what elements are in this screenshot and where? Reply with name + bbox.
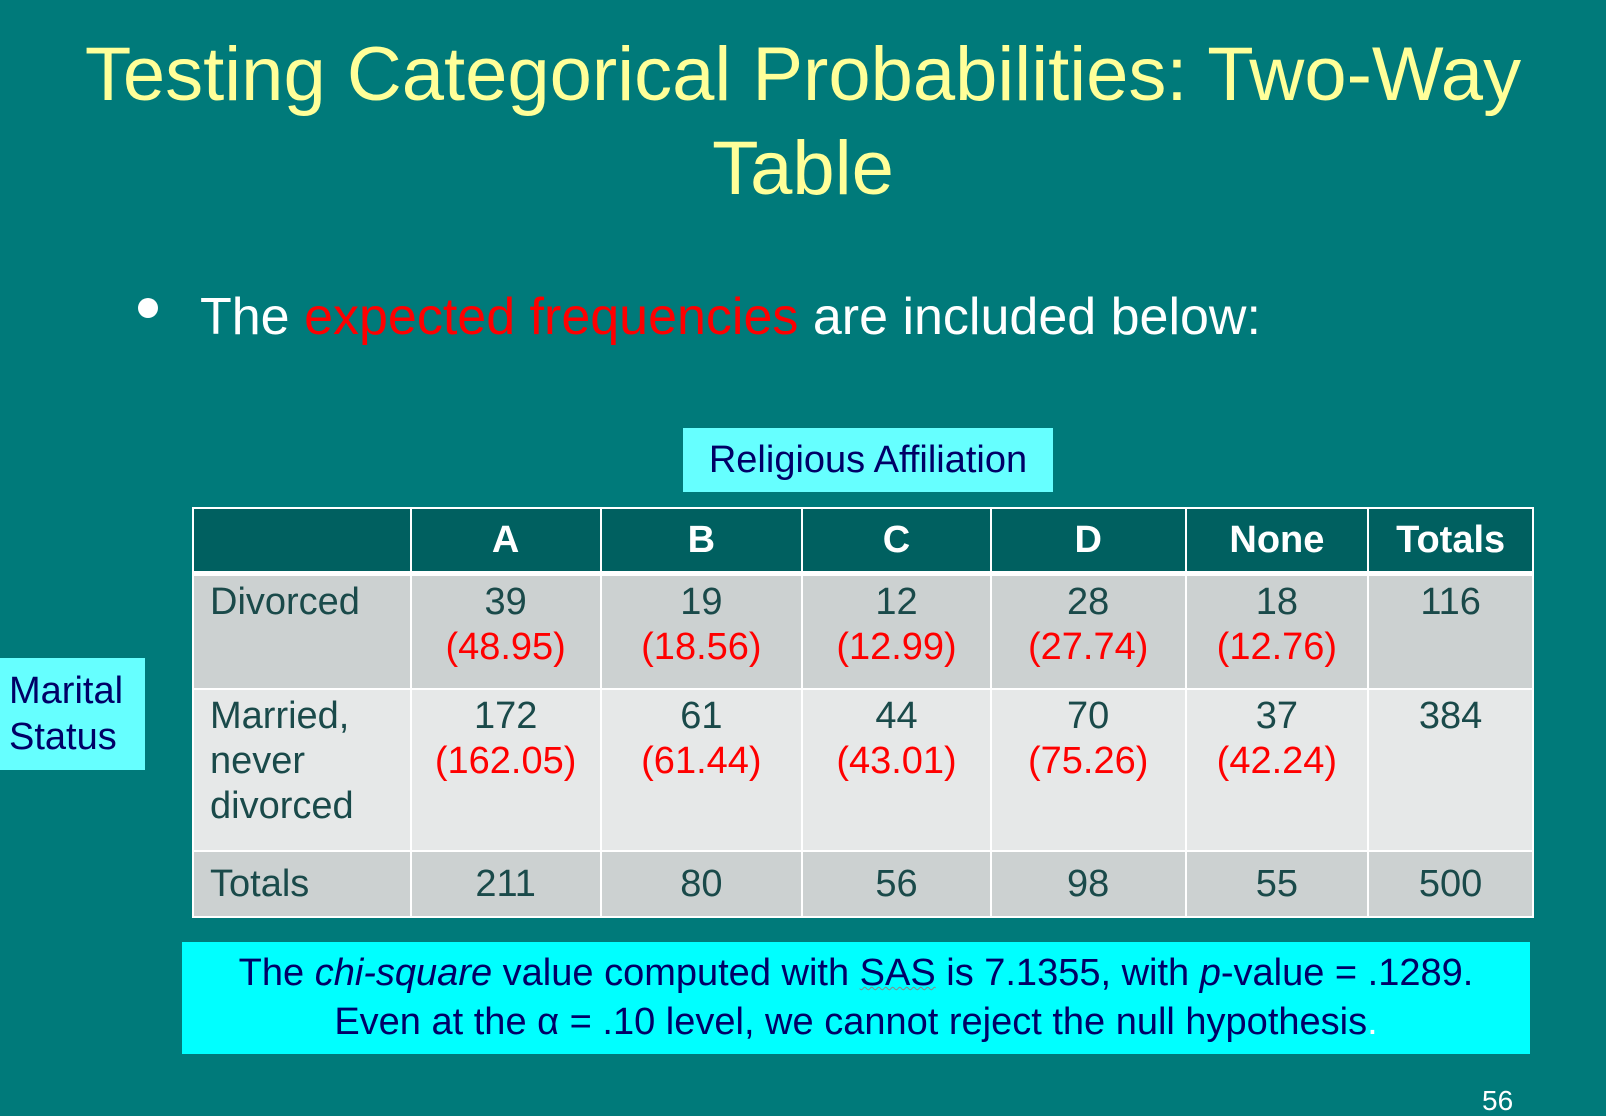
column-group-label: Religious Affiliation bbox=[683, 428, 1053, 492]
table-cell: 39 (48.95) bbox=[409, 572, 602, 690]
table-cell: 172 (162.05) bbox=[409, 688, 602, 852]
expected-value: (42.24) bbox=[1216, 740, 1338, 782]
table-cell: 12 (12.99) bbox=[801, 572, 992, 690]
observed-value: 172 bbox=[473, 695, 538, 737]
note-period: . bbox=[1367, 1001, 1378, 1043]
conclusion-note: The chi-square value computed with SAS i… bbox=[182, 942, 1530, 1054]
table-cell: 37 (42.24) bbox=[1184, 688, 1370, 852]
row-group-label-line2: Status bbox=[9, 716, 117, 758]
expected-value: (48.95) bbox=[445, 626, 566, 668]
header-cell-c: C bbox=[801, 507, 992, 576]
note-text: Even at the α = .10 level, we cannot rej… bbox=[334, 1001, 1368, 1043]
grand-total-cell: 500 bbox=[1367, 850, 1534, 918]
contingency-table: A B C D None Totals Divorced 39 (48.95) 1… bbox=[192, 507, 1534, 918]
observed-value: 37 bbox=[1255, 695, 1299, 737]
table-cell: 18 (12.76) bbox=[1184, 572, 1370, 690]
note-text: The bbox=[238, 952, 315, 994]
table-row-married: Married, never divorced 172 (162.05) 61 (61.… bbox=[192, 688, 1534, 852]
table-cell: 70 (75.26) bbox=[989, 688, 1187, 852]
note-text: value computed with bbox=[492, 952, 860, 994]
expected-value: (75.26) bbox=[1027, 740, 1149, 782]
table-cell: 61 (61.44) bbox=[599, 688, 804, 852]
row-group-label-line1: Marital bbox=[9, 670, 124, 712]
bullet-prefix: The bbox=[200, 288, 305, 346]
slide-title: Testing Categorical Probabilities: Two-W… bbox=[84, 32, 1522, 211]
table-cell: 44 (43.01) bbox=[801, 688, 992, 852]
observed-value: 39 bbox=[484, 581, 527, 623]
table-cell: 19 (18.56) bbox=[599, 572, 804, 690]
row-label-line: Married, bbox=[210, 695, 350, 737]
table-row-totals: Totals 211 80 56 98 55 500 bbox=[192, 850, 1534, 918]
page-number: 56 bbox=[1482, 1085, 1514, 1116]
expected-value: (12.99) bbox=[836, 626, 957, 668]
bullet-point: The expected frequencies are included be… bbox=[138, 286, 1261, 348]
table-row-divorced: Divorced 39 (48.95) 19 (18.56) 12 (12.99) 2… bbox=[192, 572, 1534, 690]
observed-value: 12 bbox=[875, 581, 918, 623]
bullet-highlight: expected frequencies bbox=[304, 288, 799, 346]
column-total-cell: 55 bbox=[1184, 850, 1370, 918]
bullet-suffix: are included below: bbox=[798, 288, 1261, 346]
header-cell-b: B bbox=[599, 507, 804, 576]
table-cell: 28 (27.74) bbox=[989, 572, 1187, 690]
expected-value: (162.05) bbox=[434, 740, 577, 782]
row-label-line: divorced bbox=[210, 785, 354, 827]
header-cell-empty bbox=[192, 507, 412, 576]
row-label-line: never bbox=[210, 740, 306, 782]
expected-value: (12.76) bbox=[1216, 626, 1338, 668]
expected-value: (27.74) bbox=[1027, 626, 1149, 668]
row-label-divorced: Divorced bbox=[192, 572, 412, 690]
observed-value: 61 bbox=[680, 695, 723, 737]
note-sas: SAS bbox=[859, 952, 936, 994]
column-total-cell: 98 bbox=[989, 850, 1187, 918]
observed-value: 44 bbox=[875, 695, 918, 737]
observed-value: 19 bbox=[680, 581, 723, 623]
column-total-cell: 211 bbox=[409, 850, 602, 918]
column-total-cell: 80 bbox=[599, 850, 804, 918]
note-text: -value = .1289. bbox=[1220, 952, 1474, 994]
header-cell-a: A bbox=[409, 507, 602, 576]
header-cell-totals: Totals bbox=[1367, 507, 1534, 576]
note-line-2: Even at the α = .10 level, we cannot rej… bbox=[182, 998, 1530, 1047]
table-header-row: A B C D None Totals bbox=[192, 507, 1534, 576]
column-total-cell: 56 bbox=[801, 850, 992, 918]
observed-value: 18 bbox=[1255, 581, 1299, 623]
header-cell-none: None bbox=[1184, 507, 1370, 576]
row-label-married: Married, never divorced bbox=[192, 688, 412, 852]
note-p: p bbox=[1199, 952, 1221, 994]
row-total-cell: 116 bbox=[1367, 572, 1534, 690]
header-cell-d: D bbox=[989, 507, 1187, 576]
observed-value: 28 bbox=[1067, 581, 1110, 623]
expected-value: (43.01) bbox=[836, 740, 957, 782]
expected-value: (61.44) bbox=[641, 740, 762, 782]
row-total-cell: 384 bbox=[1367, 688, 1534, 852]
note-text: is 7.1355, with bbox=[935, 952, 1200, 994]
row-group-label: Marital Status bbox=[0, 658, 145, 770]
observed-value: 70 bbox=[1067, 695, 1110, 737]
note-line-1: The chi-square value computed with SAS i… bbox=[182, 949, 1530, 998]
row-label-totals: Totals bbox=[192, 850, 412, 918]
note-chi-square: chi-square bbox=[314, 952, 493, 994]
bullet-dot-icon bbox=[138, 298, 158, 319]
expected-value: (18.56) bbox=[641, 626, 762, 668]
